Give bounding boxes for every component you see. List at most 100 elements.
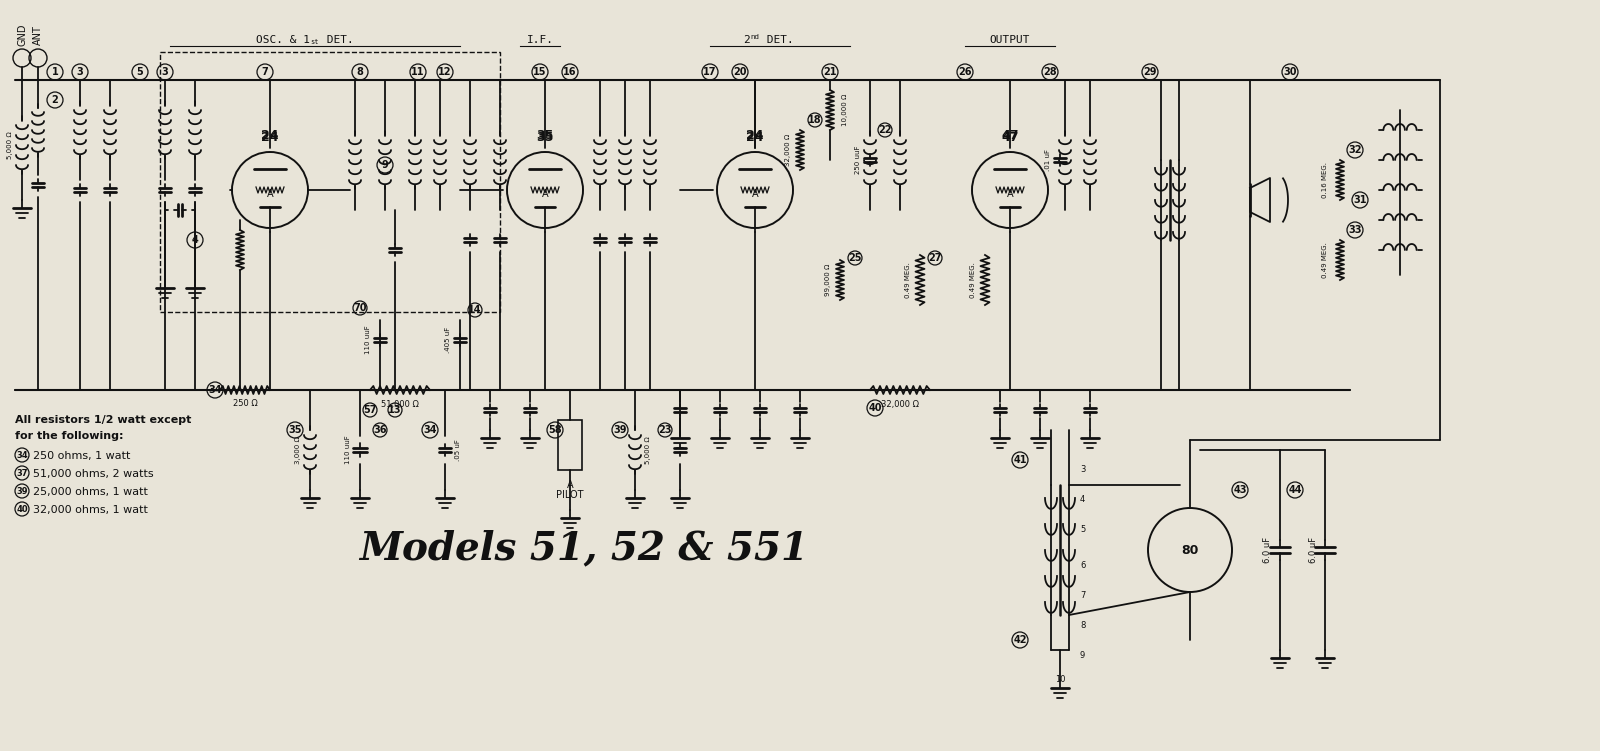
Text: 31: 31 xyxy=(1354,195,1366,205)
Text: 22: 22 xyxy=(878,125,891,135)
Text: DET.: DET. xyxy=(760,35,794,45)
Text: All resistors 1/2 watt except: All resistors 1/2 watt except xyxy=(14,415,192,425)
Text: 6.0 uF: 6.0 uF xyxy=(1309,537,1317,563)
Text: A: A xyxy=(1006,189,1013,199)
Text: 3,000 Ω: 3,000 Ω xyxy=(294,436,301,464)
Text: 250 uuF: 250 uuF xyxy=(854,146,861,174)
Text: 41: 41 xyxy=(1013,455,1027,465)
Text: 28: 28 xyxy=(1043,67,1058,77)
Text: 5,000 Ω: 5,000 Ω xyxy=(645,436,651,464)
Text: 51,000 Ω: 51,000 Ω xyxy=(381,400,419,409)
Text: ANT: ANT xyxy=(34,25,43,45)
Text: 2: 2 xyxy=(744,35,750,45)
Text: A: A xyxy=(752,189,758,199)
Text: 250 ohms, 1 watt: 250 ohms, 1 watt xyxy=(34,451,130,461)
Text: 40: 40 xyxy=(869,403,882,413)
Text: 4: 4 xyxy=(1080,496,1085,505)
Text: 6: 6 xyxy=(1080,560,1085,569)
Text: 25: 25 xyxy=(848,253,862,263)
Text: 5: 5 xyxy=(1080,526,1085,535)
Text: 23: 23 xyxy=(658,425,672,435)
Text: 34: 34 xyxy=(16,451,27,460)
Text: 32,000 Ω: 32,000 Ω xyxy=(786,134,790,166)
Text: 30: 30 xyxy=(1283,67,1296,77)
Text: 3: 3 xyxy=(1080,466,1085,475)
Text: 3: 3 xyxy=(77,67,83,77)
Text: 25,000 ohms, 1 watt: 25,000 ohms, 1 watt xyxy=(34,487,147,497)
Text: Models 51, 52 & 551: Models 51, 52 & 551 xyxy=(360,529,808,567)
Text: 7: 7 xyxy=(262,67,269,77)
Text: 24: 24 xyxy=(746,129,763,142)
Text: 16: 16 xyxy=(563,67,576,77)
Text: 9: 9 xyxy=(1080,650,1085,659)
Text: 47: 47 xyxy=(1002,129,1019,142)
Text: .05 uF: .05 uF xyxy=(454,439,461,461)
Text: 11: 11 xyxy=(411,67,424,77)
Text: 2: 2 xyxy=(51,95,58,105)
Text: 32,000 Ω: 32,000 Ω xyxy=(882,400,918,409)
Text: 35: 35 xyxy=(536,129,554,142)
Text: 8: 8 xyxy=(1080,620,1085,629)
Text: 58: 58 xyxy=(549,425,562,435)
Text: st: st xyxy=(310,39,318,45)
Text: 39: 39 xyxy=(613,425,627,435)
Text: 24: 24 xyxy=(746,131,763,144)
Text: 34: 34 xyxy=(208,385,222,395)
Bar xyxy=(160,52,499,312)
Text: 39: 39 xyxy=(16,487,27,496)
Text: 42: 42 xyxy=(1013,635,1027,645)
Text: for the following:: for the following: xyxy=(14,431,123,441)
Text: 57: 57 xyxy=(363,405,376,415)
Text: nd: nd xyxy=(750,34,758,40)
Text: 110 uuF: 110 uuF xyxy=(365,326,371,354)
Bar xyxy=(558,420,582,470)
Text: 36: 36 xyxy=(373,425,387,435)
Text: GND: GND xyxy=(18,24,27,47)
Text: .01 uF: .01 uF xyxy=(1045,149,1051,171)
Text: 4: 4 xyxy=(192,235,198,245)
Text: 13: 13 xyxy=(389,405,402,415)
Text: 7: 7 xyxy=(1080,590,1085,599)
Text: 0.49 MEG.: 0.49 MEG. xyxy=(1322,242,1328,278)
Text: 8: 8 xyxy=(357,67,363,77)
Text: 80: 80 xyxy=(1181,544,1198,556)
Text: .405 uF: .405 uF xyxy=(445,327,451,353)
Text: 24: 24 xyxy=(261,131,278,144)
Text: 0.16 MEG.: 0.16 MEG. xyxy=(1322,162,1328,198)
Text: 21: 21 xyxy=(824,67,837,77)
Text: 70: 70 xyxy=(354,303,366,313)
Text: 32,000 ohms, 1 watt: 32,000 ohms, 1 watt xyxy=(34,505,147,515)
Text: 35: 35 xyxy=(288,425,302,435)
Text: 5: 5 xyxy=(136,67,144,77)
Text: 1: 1 xyxy=(51,67,58,77)
Text: A: A xyxy=(566,480,573,490)
Text: 110 uuF: 110 uuF xyxy=(346,436,350,464)
Text: 5,000 Ω: 5,000 Ω xyxy=(6,131,13,159)
Text: I.F.: I.F. xyxy=(526,35,554,45)
Text: 34: 34 xyxy=(424,425,437,435)
Text: 44: 44 xyxy=(1288,485,1302,495)
Text: 20: 20 xyxy=(733,67,747,77)
Text: 18: 18 xyxy=(808,115,822,125)
Text: 40: 40 xyxy=(16,505,27,514)
Text: A: A xyxy=(542,189,549,199)
Text: 24: 24 xyxy=(261,129,278,142)
Text: OUTPUT: OUTPUT xyxy=(990,35,1030,45)
Text: A: A xyxy=(267,189,274,199)
Text: 35: 35 xyxy=(536,131,554,144)
Text: OSC. & 1: OSC. & 1 xyxy=(256,35,310,45)
Text: 10,000 Ω: 10,000 Ω xyxy=(842,94,848,126)
Text: 26: 26 xyxy=(958,67,971,77)
Text: 29: 29 xyxy=(1144,67,1157,77)
Text: 27: 27 xyxy=(928,253,942,263)
Text: 3: 3 xyxy=(162,67,168,77)
Text: 32: 32 xyxy=(1349,145,1362,155)
Text: 14: 14 xyxy=(469,305,482,315)
Text: 33: 33 xyxy=(1349,225,1362,235)
Text: 0.49 MEG.: 0.49 MEG. xyxy=(970,262,976,298)
Text: 250 Ω: 250 Ω xyxy=(232,400,258,409)
Text: 9: 9 xyxy=(382,160,389,170)
Text: 0.49 MEG.: 0.49 MEG. xyxy=(906,262,910,298)
Text: PILOT: PILOT xyxy=(557,490,584,500)
Text: 17: 17 xyxy=(704,67,717,77)
